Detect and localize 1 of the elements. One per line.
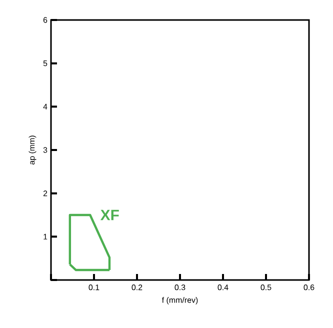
series-label: XF [100,210,119,220]
